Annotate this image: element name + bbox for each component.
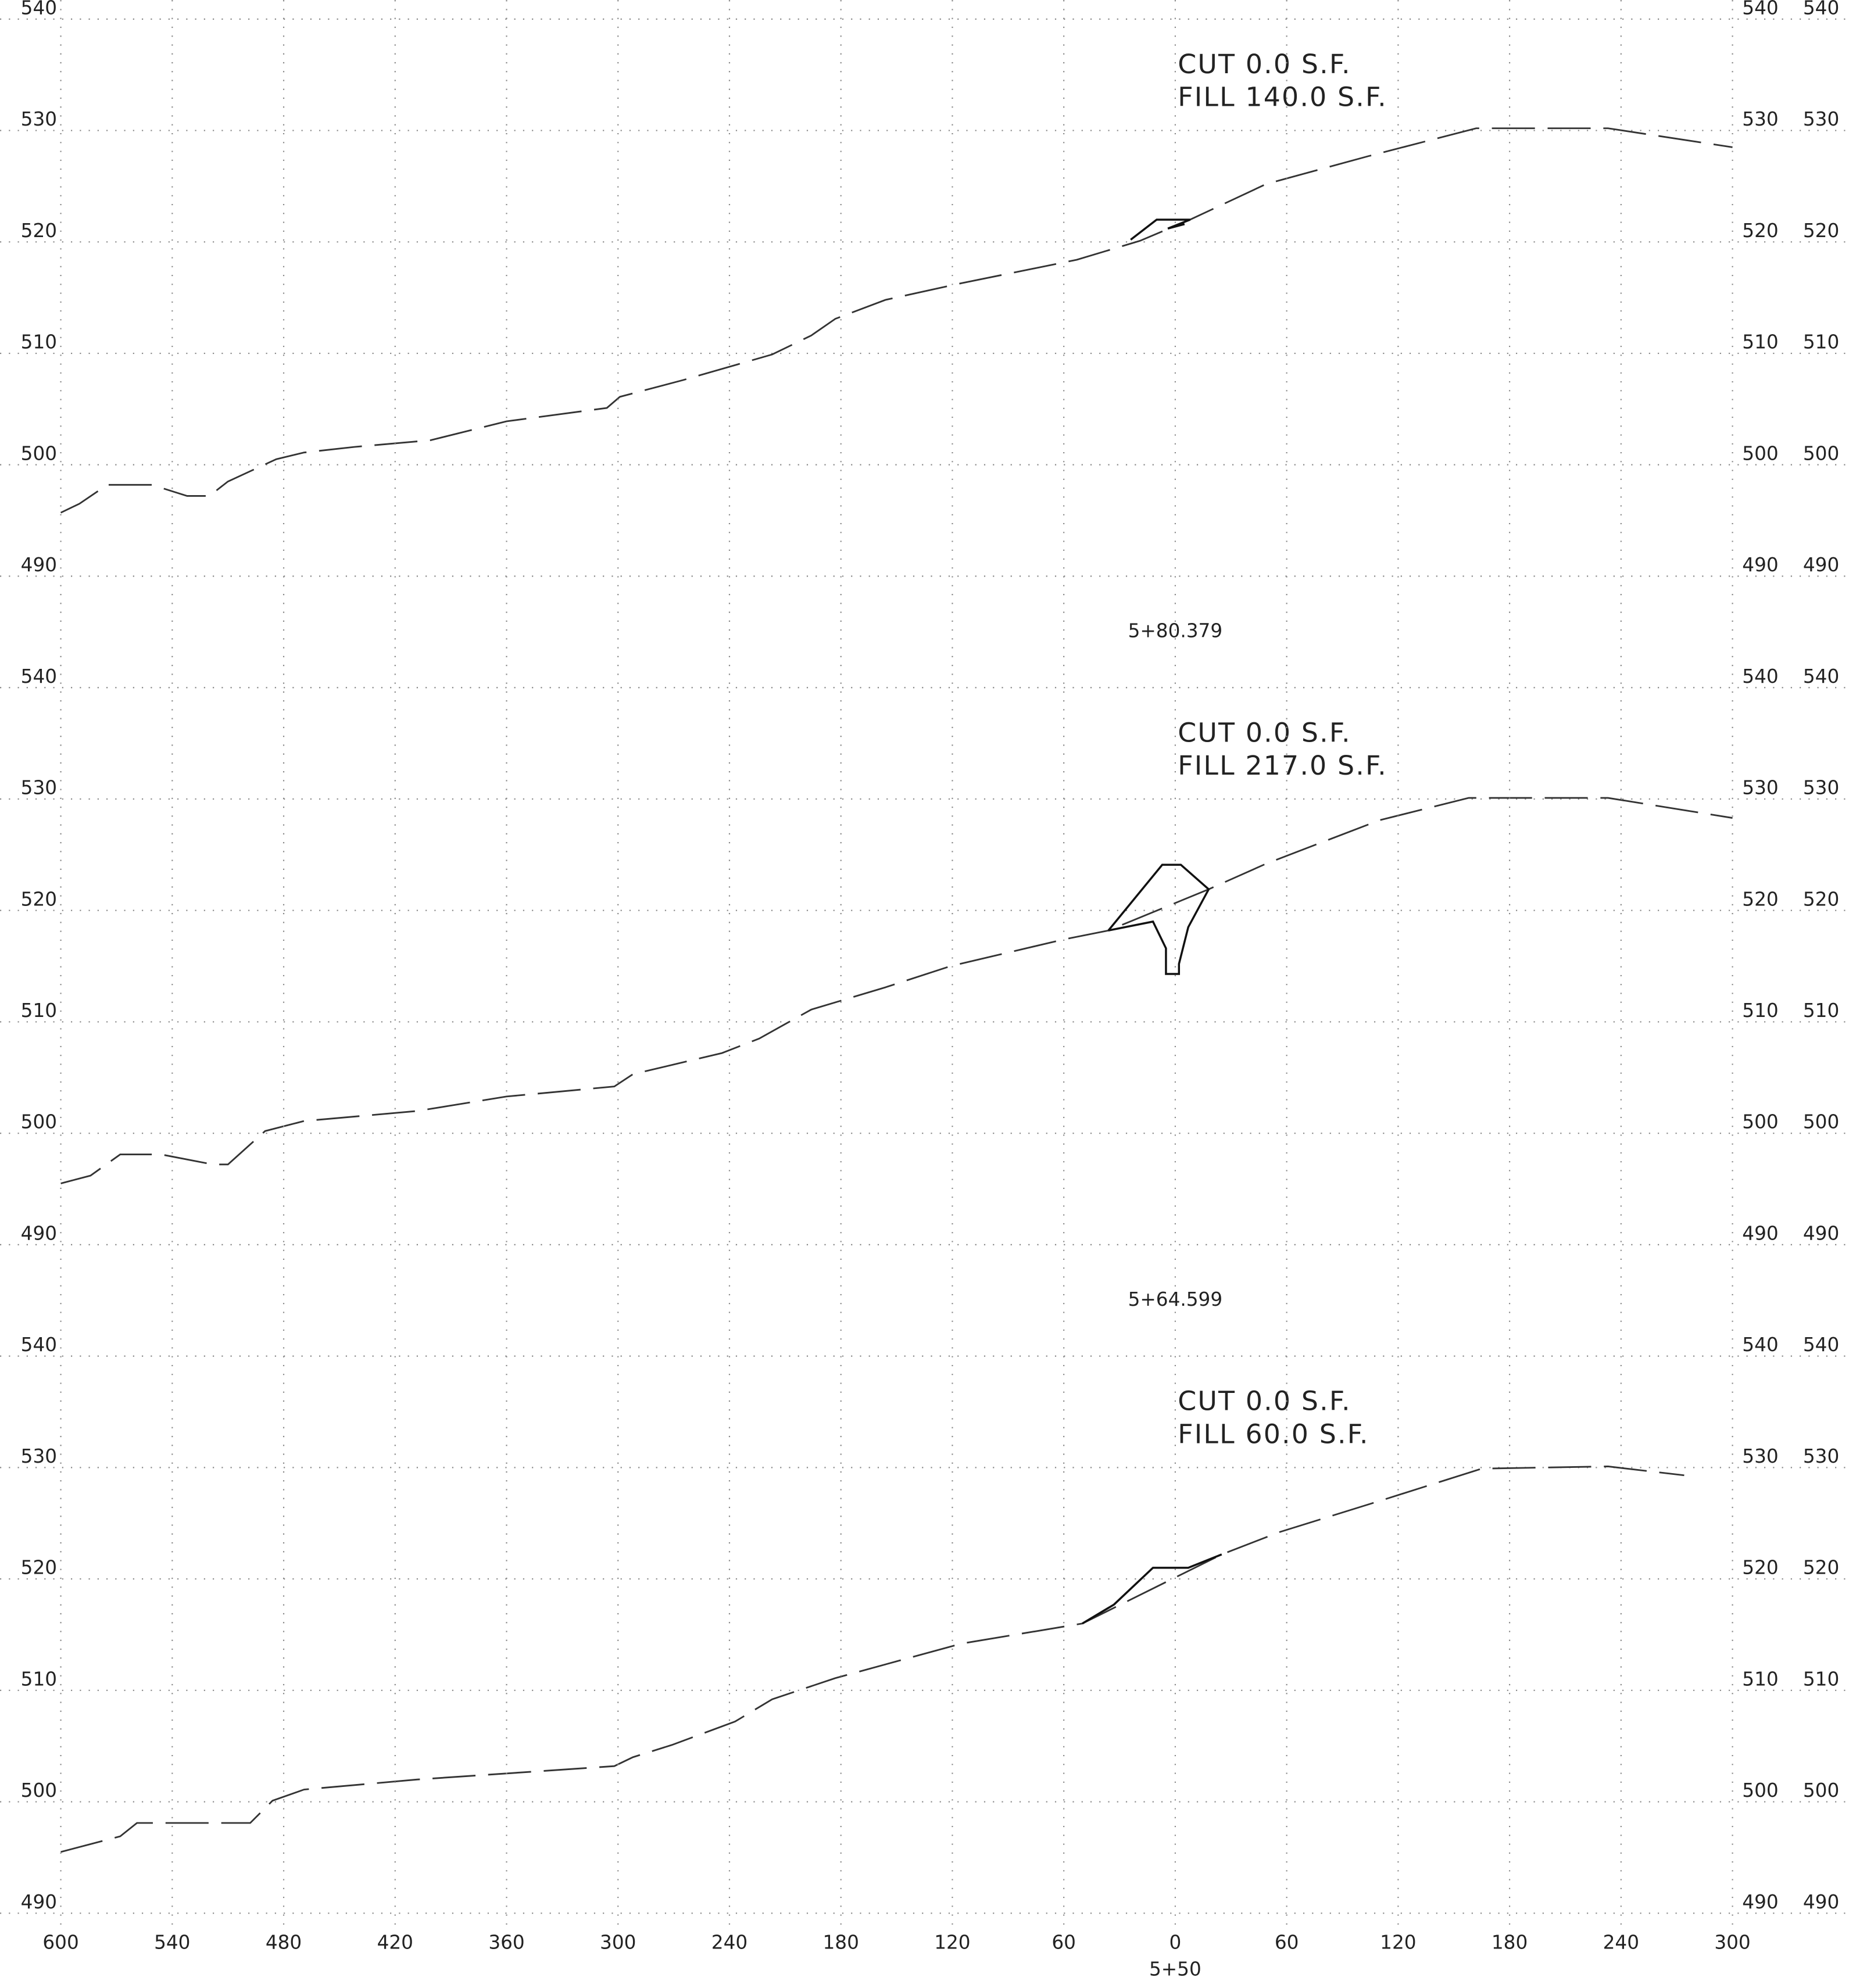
y-tick-label-right: 490 xyxy=(1803,1891,1839,1913)
y-tick-label-right: 490 xyxy=(1803,1222,1839,1244)
y-tick-label: 510 xyxy=(21,331,57,353)
y-tick-label: 520 xyxy=(21,220,57,242)
y-tick-label-right: 490 xyxy=(1742,554,1778,576)
x-tick-label: 420 xyxy=(377,1932,413,1954)
profile-ground xyxy=(60,797,1733,1184)
station-label: 5+50 xyxy=(1149,1958,1201,1980)
x-tick-label: 120 xyxy=(1380,1932,1416,1954)
y-tick-label: 540 xyxy=(21,1334,57,1356)
x-tick-label: 480 xyxy=(266,1932,302,1954)
y-tick-label-right: 500 xyxy=(1742,1111,1778,1133)
y-tick-label-right: 520 xyxy=(1803,220,1839,242)
station-label: 5+80.379 xyxy=(1128,619,1222,642)
x-tick-label: 540 xyxy=(154,1932,190,1954)
y-tick-label-right: 510 xyxy=(1803,1668,1839,1690)
y-tick-label-right: 510 xyxy=(1742,1668,1778,1690)
y-tick-label-right: 500 xyxy=(1742,442,1778,464)
y-tick-label-right: 530 xyxy=(1803,108,1839,130)
y-tick-label: 530 xyxy=(21,108,57,130)
station-label: 5+64.599 xyxy=(1128,1288,1222,1310)
y-tick-label: 510 xyxy=(21,1000,57,1022)
y-tick-label: 490 xyxy=(21,1222,57,1244)
y-tick-label: 530 xyxy=(21,1445,57,1467)
y-tick-label: 490 xyxy=(21,1891,57,1913)
x-tick-label: 120 xyxy=(934,1932,970,1954)
y-tick-label: 500 xyxy=(21,442,57,464)
profile-template xyxy=(1082,1553,1222,1625)
y-tick-label-right: 490 xyxy=(1803,554,1839,576)
x-tick-label: 60 xyxy=(1052,1932,1076,1954)
profile-ground xyxy=(60,127,1733,514)
y-tick-label-right: 530 xyxy=(1742,777,1778,799)
y-tick-label-right: 530 xyxy=(1803,1445,1839,1467)
y-tick-label: 520 xyxy=(21,1557,57,1579)
x-tick-label: 180 xyxy=(823,1932,859,1954)
y-tick-label-right: 540 xyxy=(1803,665,1839,687)
y-tick-label-right: 530 xyxy=(1803,777,1839,799)
y-tick-label-right: 510 xyxy=(1803,1000,1839,1022)
profile-template xyxy=(1107,864,1210,975)
y-tick-label-right: 520 xyxy=(1742,1557,1778,1579)
x-tick-label: 0 xyxy=(1169,1932,1181,1954)
y-tick-label: 510 xyxy=(21,1668,57,1690)
y-tick-label-right: 520 xyxy=(1803,1557,1839,1579)
y-tick-label-right: 490 xyxy=(1742,1891,1778,1913)
y-tick-label-right: 530 xyxy=(1742,1445,1778,1467)
x-tick-label: 240 xyxy=(711,1932,748,1954)
y-tick-label: 500 xyxy=(21,1779,57,1801)
fill-label: FILL 60.0 S.F. xyxy=(1178,1419,1369,1449)
fill-label: FILL 140.0 S.F. xyxy=(1178,82,1387,113)
y-tick-label-right: 520 xyxy=(1742,220,1778,242)
x-tick-label: 600 xyxy=(42,1932,78,1954)
y-tick-label-right: 490 xyxy=(1742,1222,1778,1244)
y-tick-label-right: 510 xyxy=(1803,331,1839,353)
y-tick-label-right: 530 xyxy=(1742,108,1778,130)
y-tick-label: 540 xyxy=(21,665,57,687)
y-tick-label-right: 500 xyxy=(1803,1111,1839,1133)
y-tick-label-right: 500 xyxy=(1803,442,1839,464)
x-tick-label: 300 xyxy=(600,1932,636,1954)
x-tick-label: 60 xyxy=(1275,1932,1299,1954)
y-tick-label-right: 500 xyxy=(1742,1779,1778,1801)
x-tick-label: 180 xyxy=(1492,1932,1528,1954)
y-tick-label-right: 520 xyxy=(1803,888,1839,910)
fill-label: FILL 217.0 S.F. xyxy=(1178,750,1387,781)
cut-label: CUT 0.0 S.F. xyxy=(1178,1386,1351,1417)
y-tick-label: 500 xyxy=(21,1111,57,1133)
y-tick-label-right: 510 xyxy=(1742,1000,1778,1022)
y-tick-label: 520 xyxy=(21,888,57,910)
y-tick-label-right: 540 xyxy=(1742,0,1778,19)
y-tick-label-right: 510 xyxy=(1742,331,1778,353)
x-tick-label: 300 xyxy=(1714,1932,1750,1954)
y-tick-label-right: 540 xyxy=(1803,1334,1839,1356)
y-tick-label-right: 500 xyxy=(1803,1779,1839,1801)
y-tick-label-right: 540 xyxy=(1742,1334,1778,1356)
y-tick-label: 530 xyxy=(21,777,57,799)
x-tick-label: 360 xyxy=(488,1932,524,1954)
cut-label: CUT 0.0 S.F. xyxy=(1178,717,1351,748)
x-tick-label: 240 xyxy=(1603,1932,1639,1954)
y-tick-label-right: 540 xyxy=(1803,0,1839,19)
y-tick-label-right: 540 xyxy=(1742,665,1778,687)
profile-ground xyxy=(60,1466,1685,1853)
y-tick-label: 490 xyxy=(21,554,57,576)
cut-label: CUT 0.0 S.F. xyxy=(1178,49,1351,80)
profile-template xyxy=(1130,218,1191,241)
y-tick-label: 540 xyxy=(21,0,57,19)
y-tick-label-right: 520 xyxy=(1742,888,1778,910)
